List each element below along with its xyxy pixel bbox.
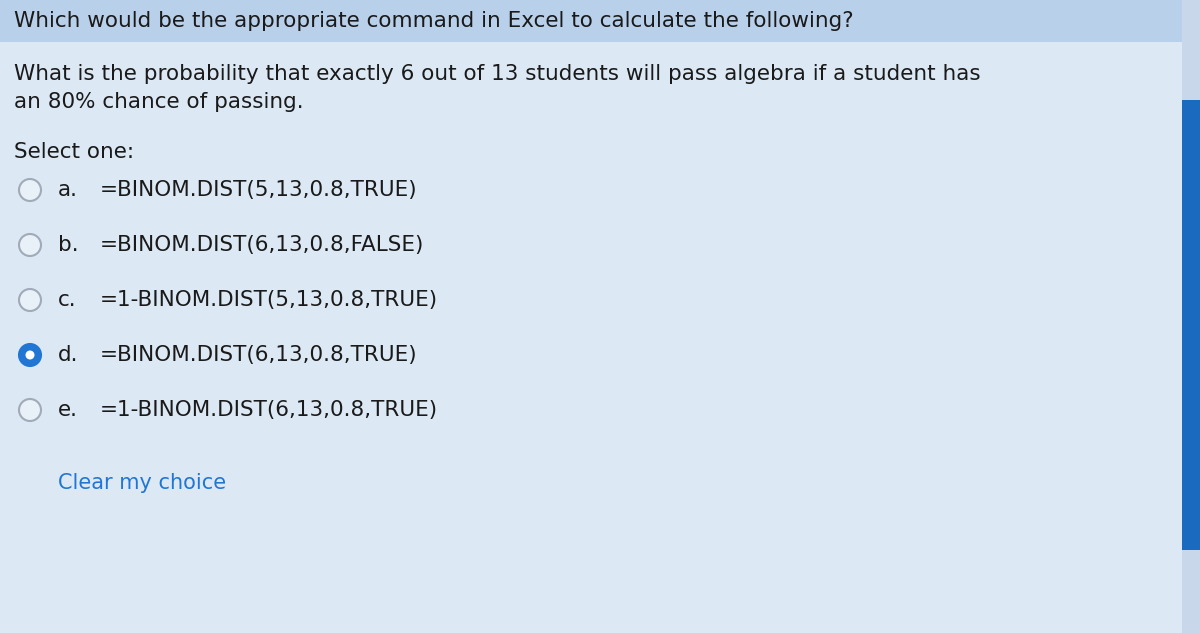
Text: e.: e. — [58, 400, 78, 420]
Text: Select one:: Select one: — [14, 142, 134, 162]
Circle shape — [19, 399, 41, 421]
Circle shape — [25, 351, 35, 360]
Text: Which would be the appropriate command in Excel to calculate the following?: Which would be the appropriate command i… — [14, 11, 853, 31]
Text: b.: b. — [58, 235, 79, 255]
Text: =1-BINOM.DIST(6,13,0.8,TRUE): =1-BINOM.DIST(6,13,0.8,TRUE) — [100, 400, 438, 420]
Text: an 80% chance of passing.: an 80% chance of passing. — [14, 92, 304, 112]
Text: d.: d. — [58, 345, 78, 365]
FancyBboxPatch shape — [1182, 100, 1200, 550]
Text: =BINOM.DIST(6,13,0.8,TRUE): =BINOM.DIST(6,13,0.8,TRUE) — [100, 345, 418, 365]
Text: Clear my choice: Clear my choice — [58, 473, 226, 493]
Text: c.: c. — [58, 290, 77, 310]
Text: =1-BINOM.DIST(5,13,0.8,TRUE): =1-BINOM.DIST(5,13,0.8,TRUE) — [100, 290, 438, 310]
Circle shape — [19, 344, 41, 366]
Circle shape — [19, 179, 41, 201]
Text: =BINOM.DIST(6,13,0.8,FALSE): =BINOM.DIST(6,13,0.8,FALSE) — [100, 235, 425, 255]
FancyBboxPatch shape — [1182, 0, 1200, 633]
Circle shape — [19, 234, 41, 256]
Circle shape — [19, 289, 41, 311]
Text: =BINOM.DIST(5,13,0.8,TRUE): =BINOM.DIST(5,13,0.8,TRUE) — [100, 180, 418, 200]
Text: a.: a. — [58, 180, 78, 200]
Text: What is the probability that exactly 6 out of 13 students will pass algebra if a: What is the probability that exactly 6 o… — [14, 64, 980, 84]
FancyBboxPatch shape — [0, 0, 1200, 42]
